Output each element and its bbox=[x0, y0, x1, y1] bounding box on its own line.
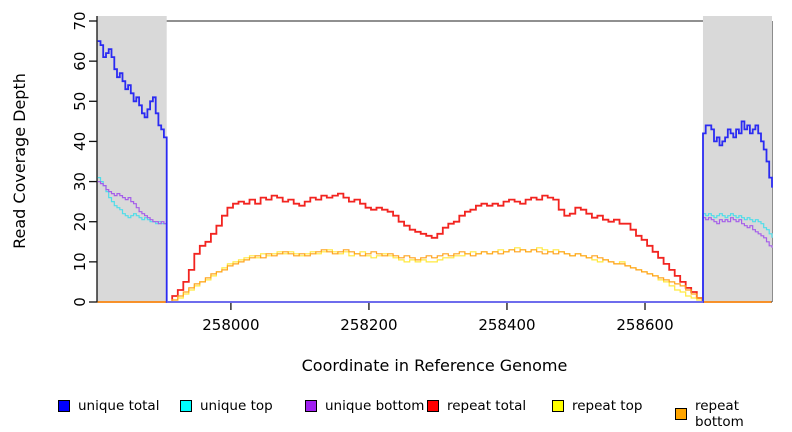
series-repeat-bottom bbox=[97, 249, 772, 303]
legend-item-unique-bottom: unique bottom bbox=[305, 398, 424, 414]
y-tick-label: 50 bbox=[71, 92, 89, 111]
y-tick-label: 60 bbox=[71, 52, 89, 71]
legend-label: repeat bottom bbox=[695, 398, 744, 430]
legend-item-unique-top: unique top bbox=[180, 398, 273, 414]
series-repeat-total bbox=[97, 192, 772, 303]
y-tick-label: 0 bbox=[71, 297, 89, 307]
y-axis-title: Read Coverage Depth bbox=[10, 73, 29, 249]
legend-label: repeat total bbox=[447, 398, 527, 414]
legend-label: repeat top bbox=[572, 398, 643, 414]
legend-item-repeat-top: repeat top bbox=[552, 398, 642, 414]
repeat-top-swatch-icon bbox=[552, 400, 564, 412]
legend-item-repeat-bottom: repeat bottom bbox=[675, 398, 792, 430]
y-tick-label: 40 bbox=[71, 132, 89, 151]
repeat-total-swatch-icon bbox=[427, 400, 439, 412]
y-tick-label: 70 bbox=[71, 11, 89, 30]
y-tick-label: 20 bbox=[71, 212, 89, 231]
masked-region-left bbox=[97, 16, 167, 302]
legend-label: unique bottom bbox=[325, 398, 425, 414]
unique-bottom-swatch-icon bbox=[305, 400, 317, 412]
legend-label: unique top bbox=[200, 398, 273, 414]
legend-label: unique total bbox=[78, 398, 160, 414]
x-tick-label: 258000 bbox=[202, 316, 259, 334]
series-repeat-top bbox=[97, 247, 772, 303]
masked-region-right bbox=[702, 16, 772, 302]
legend-item-unique-total: unique total bbox=[58, 398, 159, 414]
legend: unique total unique top unique bottom re… bbox=[0, 398, 792, 430]
legend-item-repeat-total: repeat total bbox=[427, 398, 526, 414]
repeat-bottom-swatch-icon bbox=[675, 408, 687, 420]
x-tick-label: 258400 bbox=[478, 316, 535, 334]
y-tick-label: 30 bbox=[71, 172, 89, 191]
y-tick-label: 10 bbox=[71, 252, 89, 271]
unique-total-swatch-icon bbox=[58, 400, 70, 412]
x-tick-label: 258600 bbox=[616, 316, 673, 334]
x-axis-title: Coordinate in Reference Genome bbox=[301, 356, 568, 375]
series-unique-total bbox=[97, 40, 773, 303]
unique-top-swatch-icon bbox=[180, 400, 192, 412]
x-tick-label: 258200 bbox=[340, 316, 397, 334]
